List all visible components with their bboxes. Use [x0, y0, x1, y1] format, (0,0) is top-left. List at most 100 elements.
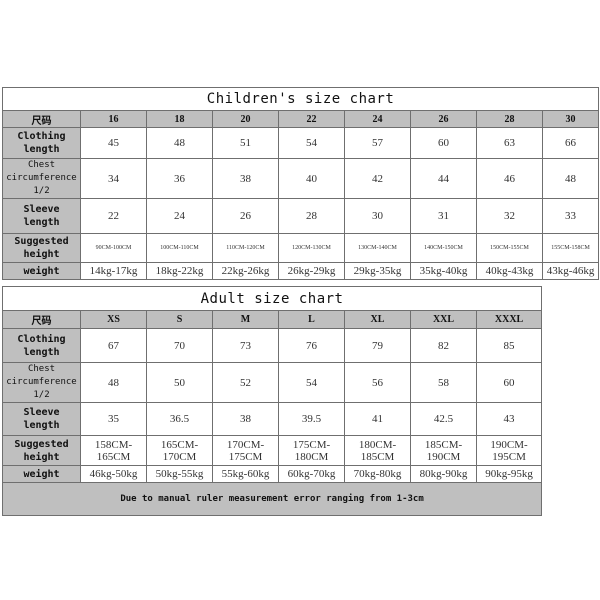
table-cell: 45 — [80, 127, 147, 159]
size-header: 30 — [541, 110, 600, 128]
table-cell: 43 — [475, 402, 543, 436]
table-cell: 175CM-180CM — [278, 435, 345, 466]
table-cell: 190CM-195CM — [475, 435, 543, 466]
table-cell: 140CM-150CM — [410, 233, 477, 263]
table-row: Suggested height 90CM-100CM 100CM-110CM 110… — [2, 233, 600, 263]
table-cell: 60kg-70kg — [278, 465, 345, 483]
table-cell: 66 — [541, 127, 600, 159]
table-cell: 40 — [278, 158, 345, 199]
table-cell: 60 — [410, 127, 477, 159]
table-cell: 100CM-110CM — [146, 233, 213, 263]
table-cell: 34 — [80, 158, 147, 199]
table-cell: 24 — [146, 198, 213, 234]
adult-size-chart: Adult size chart 尺码 XS S M L XL XXL XXXL Clothing… — [1, 286, 543, 516]
table-row: Sleeve length 35 36.5 38 39.5 41 42.5 43 — [2, 402, 543, 436]
table-cell: 73 — [212, 328, 279, 363]
table-row: weight 14kg-17kg 18kg-22kg 22kg-26kg 26kg-29… — [2, 262, 600, 280]
table-cell: 57 — [344, 127, 411, 159]
table-cell: 90kg-95kg — [475, 465, 543, 483]
chart-title: Adult size chart — [1, 286, 543, 311]
table-cell: 22kg-26kg — [212, 262, 279, 280]
table-cell: 185CM-190CM — [410, 435, 477, 466]
row-label: weight — [2, 262, 81, 280]
table-cell: 58 — [410, 362, 477, 403]
table-cell: 50kg-55kg — [146, 465, 213, 483]
row-label: Clothing length — [2, 328, 81, 363]
row-label: Suggested height — [2, 435, 81, 466]
table-cell: 170CM-175CM — [212, 435, 279, 466]
table-cell: 43kg-46kg — [541, 262, 600, 280]
table-cell: 26kg-29kg — [278, 262, 345, 280]
size-header: 20 — [212, 110, 279, 128]
table-cell: 22 — [80, 198, 147, 234]
table-cell: 51 — [212, 127, 279, 159]
table-row: Suggested height 158CM-165CM 165CM-170CM 17… — [2, 435, 543, 466]
table-cell: 60 — [475, 362, 543, 403]
table-cell: 38 — [212, 158, 279, 199]
row-label: weight — [2, 465, 81, 483]
table-cell: 18kg-22kg — [146, 262, 213, 280]
table-cell: 52 — [212, 362, 279, 403]
row-label: Sleeve length — [2, 198, 81, 234]
size-header-label: 尺码 — [2, 110, 81, 128]
size-header: XXXL — [475, 310, 543, 329]
table-cell: 80kg-90kg — [410, 465, 477, 483]
size-header: 26 — [410, 110, 477, 128]
table-cell: 36 — [146, 158, 213, 199]
table-cell: 44 — [410, 158, 477, 199]
size-header: 22 — [278, 110, 345, 128]
measurement-note: Due to manual ruler measurement error ra… — [1, 482, 543, 516]
table-cell: 63 — [476, 127, 543, 159]
table-cell: 76 — [278, 328, 345, 363]
table-cell: 42.5 — [410, 402, 477, 436]
table-cell: 79 — [344, 328, 411, 363]
table-row: weight 46kg-50kg 50kg-55kg 55kg-60kg 60kg-70… — [2, 465, 543, 483]
row-label: Sleeve length — [2, 402, 81, 436]
size-header-label: 尺码 — [2, 310, 81, 329]
table-cell: 42 — [344, 158, 411, 199]
row-label: Chest circumference 1/2 — [2, 158, 81, 199]
size-header: M — [212, 310, 279, 329]
table-cell: 130CM-140CM — [344, 233, 411, 263]
children-size-chart: Children's size chart 尺码 16 18 20 22 24 26 28 30 C… — [1, 87, 600, 280]
table-cell: 46kg-50kg — [80, 465, 147, 483]
table-cell: 29kg-35kg — [344, 262, 411, 280]
table-cell: 150CM-155CM — [476, 233, 543, 263]
table-row: Chest circumference 1/2 34 36 38 40 42 44 46 48 — [2, 158, 600, 199]
table-row: Sleeve length 22 24 26 28 30 31 32 33 — [2, 198, 600, 234]
size-header: 16 — [80, 110, 147, 128]
size-header: XXL — [410, 310, 477, 329]
table-cell: 70kg-80kg — [344, 465, 411, 483]
table-cell: 165CM-170CM — [146, 435, 213, 466]
table-cell: 110CM-120CM — [212, 233, 279, 263]
table-cell: 41 — [344, 402, 411, 436]
table-cell: 48 — [146, 127, 213, 159]
table-cell: 40kg-43kg — [476, 262, 543, 280]
size-header: S — [146, 310, 213, 329]
table-cell: 67 — [80, 328, 147, 363]
table-cell: 155CM-158CM — [541, 233, 600, 263]
table-cell: 35 — [80, 402, 147, 436]
size-header: XL — [344, 310, 411, 329]
table-cell: 33 — [541, 198, 600, 234]
table-cell: 30 — [344, 198, 411, 234]
row-label: Chest circumference 1/2 — [2, 362, 81, 403]
table-cell: 28 — [278, 198, 345, 234]
table-cell: 26 — [212, 198, 279, 234]
table-cell: 85 — [475, 328, 543, 363]
table-row: Chest circumference 1/2 48 50 52 54 56 58 60 — [2, 362, 543, 403]
table-cell: 38 — [212, 402, 279, 436]
table-row: Clothing length 45 48 51 54 57 60 63 66 — [2, 127, 600, 159]
table-cell: 70 — [146, 328, 213, 363]
table-cell: 54 — [278, 362, 345, 403]
table-cell: 31 — [410, 198, 477, 234]
table-cell: 36.5 — [146, 402, 213, 436]
chart-title: Children's size chart — [1, 87, 600, 111]
table-cell: 55kg-60kg — [212, 465, 279, 483]
table-cell: 56 — [344, 362, 411, 403]
size-header: L — [278, 310, 345, 329]
size-header: XS — [80, 310, 147, 329]
table-cell: 14kg-17kg — [80, 262, 147, 280]
table-cell: 120CM-130CM — [278, 233, 345, 263]
table-cell: 54 — [278, 127, 345, 159]
